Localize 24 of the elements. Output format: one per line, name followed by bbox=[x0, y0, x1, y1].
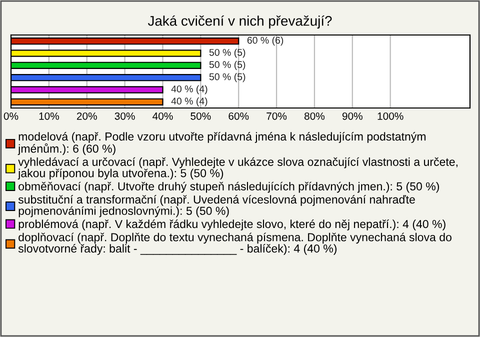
data-label: 50 % (5) bbox=[209, 73, 246, 82]
x-tick-label: 90% bbox=[342, 112, 362, 120]
x-tick-label: 100% bbox=[378, 112, 404, 120]
x-tick-label: 50% bbox=[190, 112, 211, 120]
legend-label: modelová (např. Podle vzoru utvořte přídavná jména k následujícím podstatným jménům.): 6 (60 %) bbox=[18, 132, 426, 156]
data-label: 40 % (4) bbox=[171, 85, 208, 94]
x-tick-label: 10% bbox=[39, 112, 59, 120]
x-tick-label: 60% bbox=[228, 112, 249, 120]
legend-label: substituční a transformační (např. Uvedená víceslovná pojmenování nahraďte pojmenováními jednoslovnými.): 5 (50 %) bbox=[18, 195, 415, 218]
data-label: 60 % (6) bbox=[247, 36, 284, 46]
x-tick-label: 80% bbox=[304, 112, 325, 120]
data-label: 50 % (5) bbox=[209, 48, 246, 58]
data-label: 40 % (4) bbox=[171, 97, 208, 106]
legend-label: obměňovací (např. Utvořte druhý stupeň následujících přídavných jmen.): 5 (50 %) bbox=[18, 182, 439, 193]
x-tick-label: 20% bbox=[76, 112, 97, 120]
data-label: 50 % (5) bbox=[209, 60, 246, 70]
x-tick-label: 0% bbox=[4, 112, 18, 120]
chart-title: Jaká cvičení v nich převažují? bbox=[148, 15, 332, 29]
legend-label: problémová (např. V každém řádku vyhledejte slovo, které do něj nepatří.): 4 (40 %) bbox=[18, 220, 446, 230]
x-tick-label: 40% bbox=[152, 112, 173, 120]
legend-label: doplňovací (např. Doplňte do textu vynechaná písmena. Doplňte vynechaná slova do slovotvorné řady: balit - _______________ - balíček): 4 (40 %) bbox=[18, 232, 452, 255]
x-tick-label: 30% bbox=[114, 112, 135, 120]
x-tick-label: 70% bbox=[266, 112, 287, 120]
legend-label: vyhledávací a určovací (např. Vyhledejte v ukázce slova označující vlastnosti a určete, jakou příponou byla utvořena.): 5 (50 %) bbox=[18, 157, 458, 180]
